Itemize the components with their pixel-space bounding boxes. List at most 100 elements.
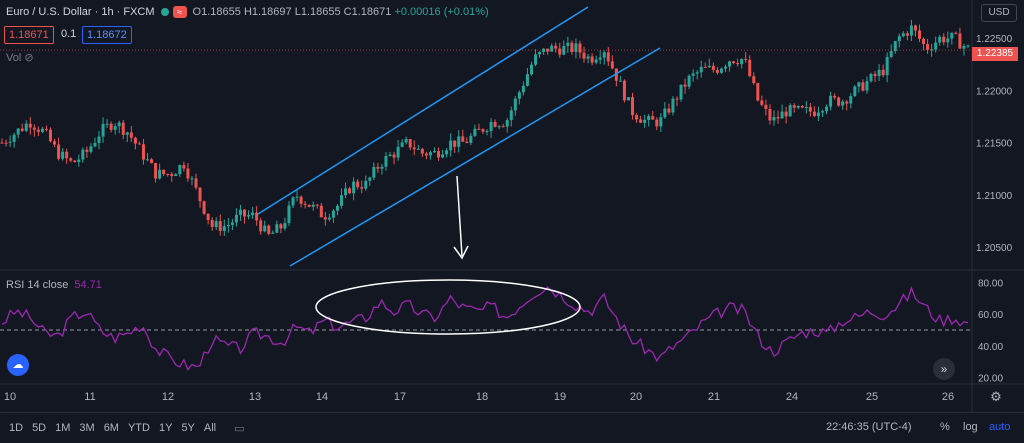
candle-body <box>20 128 24 131</box>
candle-body <box>715 69 719 73</box>
range-1d[interactable]: 1D <box>9 422 24 434</box>
range-ytd[interactable]: YTD <box>127 422 150 434</box>
range-5y[interactable]: 5Y <box>181 422 195 434</box>
candle-body <box>816 112 820 117</box>
log-toggle[interactable]: log <box>963 421 978 433</box>
candle-body <box>699 66 703 73</box>
candle-body <box>493 122 497 127</box>
range-1y[interactable]: 1Y <box>158 422 173 434</box>
candle-body <box>825 106 829 112</box>
candle-body <box>651 116 655 120</box>
candle-body <box>32 127 36 130</box>
candle-body <box>190 178 194 180</box>
candle-body <box>582 52 586 59</box>
candle-body <box>917 30 921 39</box>
candle-body <box>323 217 327 220</box>
time-tick-label: 17 <box>394 391 406 403</box>
candle-body <box>934 42 938 50</box>
candle-body <box>299 196 303 204</box>
candle-body <box>202 201 206 214</box>
candle-body <box>752 76 756 84</box>
candle-body <box>497 126 501 128</box>
candle-body <box>356 181 360 188</box>
candle-body <box>307 204 311 207</box>
fast-forward-icon[interactable]: » <box>933 358 955 380</box>
candle-body <box>121 122 125 135</box>
candle-body <box>210 220 214 227</box>
volume-legend[interactable]: Vol ⊘ <box>6 51 34 64</box>
buy-button[interactable]: 1.18672 <box>82 26 132 44</box>
candle-body <box>667 108 671 113</box>
auto-toggle[interactable]: auto <box>989 421 1011 433</box>
candle-body <box>420 148 424 154</box>
candle-body <box>73 160 77 163</box>
candle-body <box>178 165 182 175</box>
time-tick-label: 19 <box>554 391 566 403</box>
candle-body <box>412 147 416 150</box>
candle-body <box>283 222 287 229</box>
candle-body <box>331 210 335 218</box>
candle-body <box>141 144 145 160</box>
calendar-icon[interactable]: ▭ <box>234 422 245 435</box>
candle-body <box>622 80 626 101</box>
rsi-legend[interactable]: RSI 14 close 54.71 <box>6 279 102 291</box>
time-tick-label: 13 <box>249 391 261 403</box>
market-status-dot <box>160 8 169 16</box>
time-tick-label: 26 <box>942 391 954 403</box>
candle-body <box>194 178 198 188</box>
candle-body <box>170 174 174 177</box>
candle-body <box>804 106 808 108</box>
sell-button[interactable]: 1.18671 <box>4 26 54 44</box>
candle-body <box>574 43 578 52</box>
candle-body <box>740 58 744 65</box>
candle-body <box>81 149 85 160</box>
candle-body <box>226 224 230 227</box>
candle-body <box>40 128 44 132</box>
candle-body <box>663 108 667 118</box>
clock-time[interactable]: 22:46:35 (UTC-4) <box>826 421 912 433</box>
candle-body <box>327 217 331 220</box>
candle-body <box>158 169 162 179</box>
currency-button[interactable]: USD <box>981 4 1017 22</box>
candle-body <box>853 86 857 97</box>
candle-body <box>800 106 804 108</box>
range-6m[interactable]: 6M <box>103 422 119 434</box>
candle-body <box>521 85 525 93</box>
candle-body <box>926 44 930 50</box>
cloud-icon[interactable]: ☁ <box>7 354 29 376</box>
candle-body <box>0 142 4 144</box>
candle-body <box>287 205 291 223</box>
candle-body <box>133 137 137 144</box>
candle-body <box>53 141 57 145</box>
rsi-tick-label: 20.00 <box>978 373 1003 384</box>
eye-off-icon[interactable]: ⊘ <box>24 52 34 64</box>
range-all[interactable]: All <box>203 422 217 434</box>
candle-body <box>550 45 554 52</box>
candle-body <box>546 48 550 52</box>
candle-body <box>614 68 618 81</box>
range-5d[interactable]: 5D <box>32 422 47 434</box>
candle-body <box>129 132 133 138</box>
candle-body <box>736 63 740 65</box>
gear-icon[interactable]: ⚙ <box>990 390 1002 405</box>
candle-body <box>457 136 461 147</box>
candle-body <box>441 154 445 158</box>
candle-body <box>12 134 16 142</box>
symbol-title[interactable]: Euro / U.S. Dollar · 1h · FXCM <box>6 6 155 18</box>
time-tick-label: 18 <box>476 391 488 403</box>
candle-body <box>77 159 81 163</box>
range-1m[interactable]: 1M <box>55 422 71 434</box>
time-tick-label: 24 <box>786 391 798 403</box>
candle-body <box>618 80 622 82</box>
candle-body <box>578 43 582 53</box>
last-price-label: 1.22385 <box>972 47 1018 61</box>
price-tick-label: 1.22000 <box>976 86 1013 97</box>
candle-body <box>400 142 404 147</box>
candle-body <box>396 146 400 158</box>
percent-toggle[interactable]: % <box>940 421 950 433</box>
candle-body <box>340 195 344 206</box>
rsi-tick-label: 80.00 <box>978 279 1003 290</box>
channel-lower-line <box>289 47 661 267</box>
range-3m[interactable]: 3M <box>79 422 95 434</box>
